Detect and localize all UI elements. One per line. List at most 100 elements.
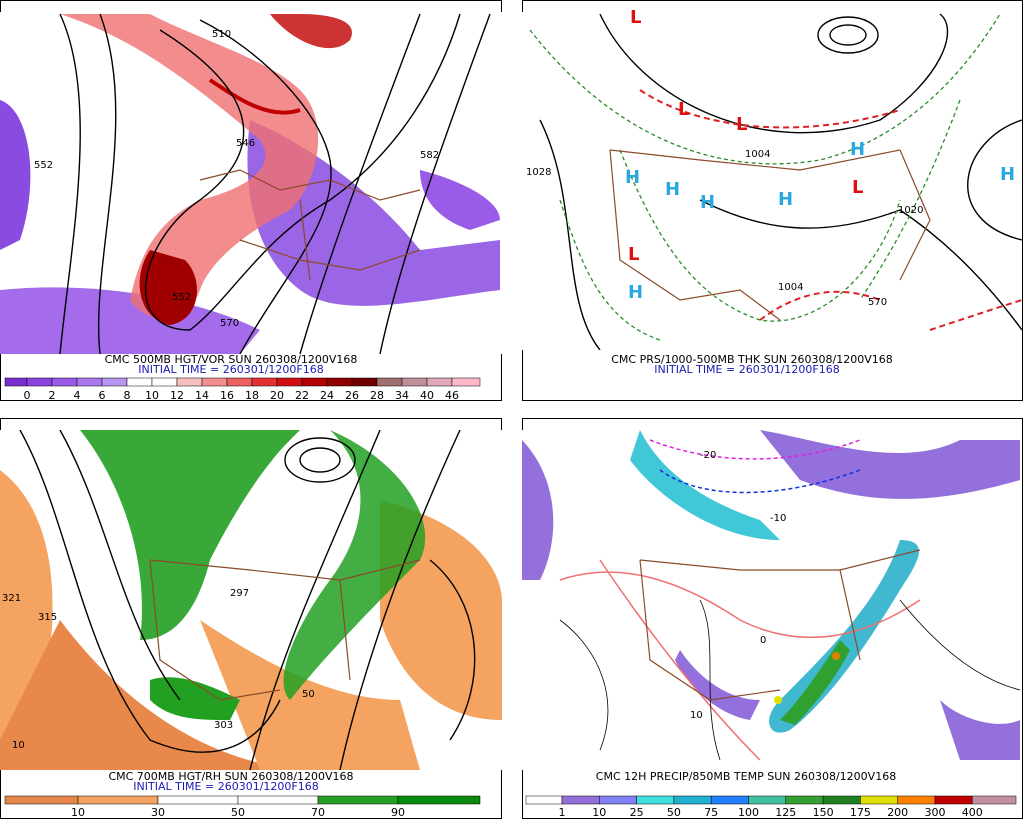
legend-swatch <box>77 795 159 805</box>
high-center: H <box>778 189 793 210</box>
legend-label: 22 <box>295 389 309 402</box>
contour-label: 50 <box>302 689 315 700</box>
pressure-centers: L L L L L <box>628 7 863 265</box>
contour-label: 546 <box>236 138 255 149</box>
legend-label: 12 <box>170 389 184 402</box>
legend-swatch <box>151 377 178 387</box>
legend-swatch <box>351 377 378 387</box>
low-center: L <box>630 7 641 28</box>
legend-swatch <box>972 795 1017 805</box>
legend-label: 16 <box>220 389 234 402</box>
contour-label: 0 <box>760 635 766 646</box>
legend-swatch <box>561 795 600 805</box>
contour-label: 10 <box>12 740 25 751</box>
contour-label: -10 <box>770 513 786 524</box>
contour-label: 1004 <box>745 149 770 160</box>
legend-label: 150 <box>813 806 834 819</box>
contour-label: 1028 <box>526 167 551 178</box>
legend-label: 26 <box>345 389 359 402</box>
legend-swatch <box>822 795 861 805</box>
legend-swatch <box>785 795 824 805</box>
legend-swatch <box>401 377 428 387</box>
legend-label: 14 <box>195 389 209 402</box>
legend-label: 200 <box>887 806 908 819</box>
legend-swatch <box>317 795 399 805</box>
contour-label: 552 <box>172 292 191 303</box>
precip-map <box>522 430 1020 770</box>
legend-swatch <box>748 795 787 805</box>
legend-swatch <box>4 377 28 387</box>
legend-label: 0 <box>24 389 31 402</box>
legend-label: 24 <box>320 389 334 402</box>
legend-label: 46 <box>445 389 459 402</box>
legend-swatch <box>237 795 319 805</box>
legend-label: 100 <box>738 806 759 819</box>
contour-label: 297 <box>230 588 249 599</box>
legend-swatch <box>126 377 153 387</box>
initial-time: INITIAL TIME = 260301/1200F168 <box>138 363 323 376</box>
legend-swatch <box>426 377 453 387</box>
legend-swatch <box>201 377 228 387</box>
high-center: H <box>625 167 640 188</box>
humidity-map <box>0 430 502 770</box>
legend-label: 175 <box>850 806 871 819</box>
legend-label: 70 <box>311 806 325 819</box>
legend-label: 18 <box>245 389 259 402</box>
low-center: L <box>628 244 639 265</box>
contour-label: 1020 <box>898 205 923 216</box>
legend-label: 34 <box>395 389 409 402</box>
contour-label: 10 <box>690 710 703 721</box>
legend-label: 10 <box>592 806 606 819</box>
contour-label: 510 <box>212 29 231 40</box>
contour-label: 315 <box>38 612 57 623</box>
legend-label: 20 <box>270 389 284 402</box>
legend-label: 10 <box>71 806 85 819</box>
high-center: H <box>1000 164 1015 185</box>
caption: CMC 500MB HGT/VOR SUN 260308/1200V168 <box>105 353 358 366</box>
legend-label: 75 <box>704 806 718 819</box>
legend-swatch <box>176 377 203 387</box>
legend-label: 125 <box>775 806 796 819</box>
legend-label: 28 <box>370 389 384 402</box>
initial-time: INITIAL TIME = 260301/1200F168 <box>654 363 839 376</box>
legend-label: 400 <box>962 806 983 819</box>
high-center: H <box>665 179 680 200</box>
legend-swatch <box>897 795 936 805</box>
legend-swatch <box>326 377 353 387</box>
legend-swatch <box>397 795 481 805</box>
contour-label: 303 <box>214 720 233 731</box>
high-center: H <box>700 192 715 213</box>
legend-swatch <box>251 377 278 387</box>
legend-swatch <box>451 377 481 387</box>
legend-swatch <box>710 795 749 805</box>
legend-label: 8 <box>124 389 131 402</box>
legend-swatch <box>76 377 103 387</box>
legend-label: 40 <box>420 389 434 402</box>
high-center: H <box>850 139 865 160</box>
low-center: L <box>852 177 863 198</box>
legend-swatch <box>101 377 128 387</box>
legend-swatch <box>26 377 53 387</box>
legend-label: 6 <box>99 389 106 402</box>
contour-label: 570 <box>220 318 239 329</box>
legend-label: 50 <box>231 806 245 819</box>
legend-swatch <box>157 795 239 805</box>
legend-label: 300 <box>925 806 946 819</box>
legend-swatch <box>276 377 303 387</box>
legend-label: 1 <box>559 806 566 819</box>
initial-time: INITIAL TIME = 260301/1200F168 <box>133 780 318 793</box>
contour-label: 552 <box>34 160 53 171</box>
legend-swatch <box>636 795 675 805</box>
vorticity-map <box>0 12 502 354</box>
contour-label: 1004 <box>778 282 803 293</box>
legend-swatch <box>301 377 328 387</box>
legend-swatch <box>934 795 973 805</box>
legend-label: 2 <box>49 389 56 402</box>
legend-label: 50 <box>667 806 681 819</box>
legend-label: 90 <box>391 806 405 819</box>
legend-swatch <box>226 377 253 387</box>
legend-swatch <box>673 795 712 805</box>
legend-label: 25 <box>630 806 644 819</box>
low-center: L <box>678 99 689 120</box>
